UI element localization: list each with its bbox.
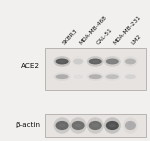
Ellipse shape bbox=[89, 121, 102, 130]
Text: SKBR3: SKBR3 bbox=[62, 28, 79, 46]
Ellipse shape bbox=[87, 72, 104, 81]
Ellipse shape bbox=[125, 74, 136, 79]
Ellipse shape bbox=[104, 56, 121, 67]
Ellipse shape bbox=[104, 117, 121, 134]
Ellipse shape bbox=[58, 124, 66, 127]
Text: ACE2: ACE2 bbox=[21, 63, 40, 69]
Ellipse shape bbox=[92, 60, 99, 63]
Ellipse shape bbox=[109, 124, 116, 127]
Ellipse shape bbox=[109, 60, 116, 63]
Ellipse shape bbox=[89, 74, 102, 79]
Ellipse shape bbox=[56, 121, 69, 130]
Text: CAL-51: CAL-51 bbox=[95, 27, 113, 46]
Ellipse shape bbox=[125, 59, 136, 64]
Ellipse shape bbox=[73, 59, 83, 64]
Ellipse shape bbox=[106, 121, 119, 130]
Ellipse shape bbox=[87, 56, 104, 67]
Text: MDA-MB-231: MDA-MB-231 bbox=[112, 15, 142, 46]
Ellipse shape bbox=[106, 74, 119, 79]
Ellipse shape bbox=[58, 76, 66, 78]
Bar bbox=[45, 48, 146, 90]
Text: β-actin: β-actin bbox=[15, 123, 40, 128]
Ellipse shape bbox=[89, 59, 102, 64]
Bar bbox=[45, 114, 146, 137]
Ellipse shape bbox=[104, 72, 121, 81]
Ellipse shape bbox=[92, 124, 99, 127]
Ellipse shape bbox=[75, 124, 82, 127]
Ellipse shape bbox=[70, 117, 87, 134]
Ellipse shape bbox=[75, 60, 81, 63]
Ellipse shape bbox=[54, 72, 71, 81]
Ellipse shape bbox=[106, 59, 119, 64]
Ellipse shape bbox=[92, 76, 99, 78]
Ellipse shape bbox=[127, 124, 134, 127]
Text: LM2: LM2 bbox=[130, 34, 142, 46]
Ellipse shape bbox=[127, 76, 134, 78]
Ellipse shape bbox=[123, 56, 138, 67]
Ellipse shape bbox=[72, 56, 85, 67]
Text: MDA-MB-468: MDA-MB-468 bbox=[78, 15, 108, 46]
Ellipse shape bbox=[123, 72, 138, 81]
Ellipse shape bbox=[87, 117, 104, 134]
Ellipse shape bbox=[54, 117, 71, 134]
Ellipse shape bbox=[72, 72, 85, 81]
Ellipse shape bbox=[73, 74, 83, 79]
Ellipse shape bbox=[56, 74, 69, 79]
Ellipse shape bbox=[109, 76, 116, 78]
Ellipse shape bbox=[58, 60, 66, 63]
Ellipse shape bbox=[75, 76, 81, 78]
Ellipse shape bbox=[127, 60, 134, 63]
Ellipse shape bbox=[72, 121, 85, 130]
Ellipse shape bbox=[123, 117, 138, 134]
Ellipse shape bbox=[125, 121, 136, 130]
Ellipse shape bbox=[54, 56, 71, 67]
Ellipse shape bbox=[56, 59, 69, 64]
